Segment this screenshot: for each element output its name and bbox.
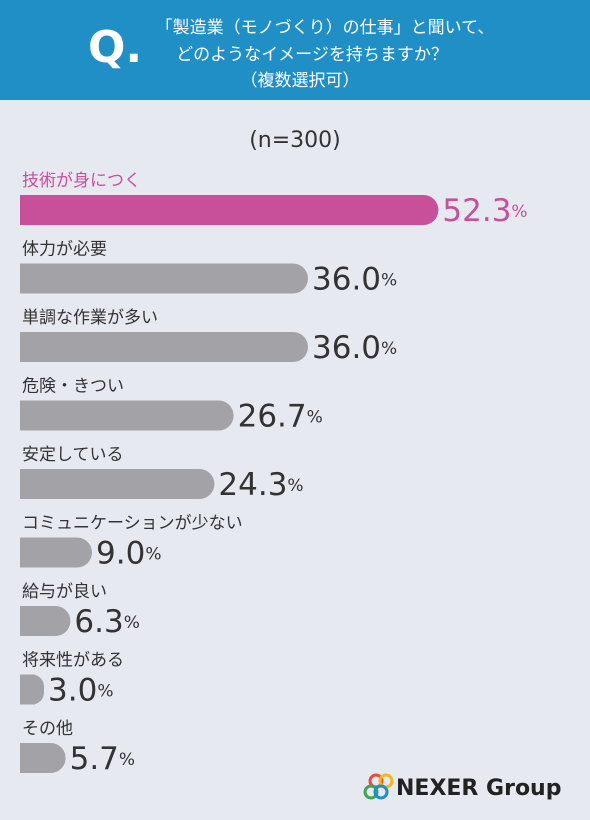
bar-left-edge <box>20 743 35 773</box>
title-line: （複数選択可） <box>241 71 360 91</box>
value-label: 5.7% <box>70 741 135 777</box>
value-number: 6.3 <box>74 604 123 640</box>
bar-left-edge <box>20 400 35 431</box>
category-label: 体力が必要 <box>22 240 107 260</box>
value-number: 52.3 <box>442 193 511 229</box>
value-unit: % <box>381 339 397 359</box>
value-label: 24.3% <box>218 467 303 503</box>
bar-left-edge <box>20 263 35 294</box>
value-unit: % <box>511 202 527 222</box>
value-label: 9.0% <box>96 535 161 571</box>
category-label: 安定している <box>22 445 124 465</box>
bar <box>20 332 308 362</box>
category-label: 将来性がある <box>22 651 124 671</box>
bar-left-edge <box>20 332 35 362</box>
value-unit: % <box>119 750 135 770</box>
value-number: 36.0 <box>312 261 381 297</box>
logo <box>363 773 394 800</box>
subtitle: (n=300) <box>249 128 341 153</box>
value-number: 5.7 <box>70 741 119 777</box>
value-label: 36.0% <box>312 330 397 366</box>
bar-left-edge <box>20 674 35 705</box>
bar <box>20 400 234 431</box>
bar-left-edge <box>20 195 35 225</box>
value-unit: % <box>145 545 161 565</box>
category-label: コミュニケーションが少ない <box>22 514 243 534</box>
question-mark: Q. <box>88 22 142 73</box>
bar <box>20 537 92 568</box>
value-label: 3.0% <box>48 672 113 708</box>
category-label: その他 <box>22 719 73 739</box>
value-number: 36.0 <box>312 330 381 366</box>
value-number: 3.0 <box>48 672 97 708</box>
value-label: 6.3% <box>74 604 139 640</box>
bar-left-edge <box>20 469 35 499</box>
header-band <box>0 0 590 100</box>
value-number: 26.7 <box>238 398 307 434</box>
bar-left-edge <box>20 537 35 568</box>
value-unit: % <box>307 408 323 428</box>
title-line: 「製造業（モノづくり）の仕事」と聞いて、 <box>156 18 495 38</box>
value-unit: % <box>287 476 303 496</box>
category-label: 給与が良い <box>22 582 107 602</box>
value-unit: % <box>381 271 397 291</box>
value-number: 24.3 <box>218 467 287 503</box>
title-line: どのようなイメージを持ちますか？ <box>176 45 448 65</box>
bar-left-edge <box>20 606 35 636</box>
category-label: 危険・きつい <box>22 377 124 397</box>
bar <box>20 469 215 499</box>
bar <box>20 263 308 294</box>
brand: NEXER Group <box>396 776 561 801</box>
category-label: 単調な作業が多い <box>22 308 158 328</box>
value-label: 52.3% <box>442 193 527 229</box>
value-number: 9.0 <box>96 535 145 571</box>
value-unit: % <box>124 613 140 633</box>
category-label: 技術が身につく <box>22 171 141 191</box>
bar <box>20 195 439 225</box>
value-label: 36.0% <box>312 261 397 297</box>
value-label: 26.7% <box>238 398 323 434</box>
value-unit: % <box>97 682 113 702</box>
